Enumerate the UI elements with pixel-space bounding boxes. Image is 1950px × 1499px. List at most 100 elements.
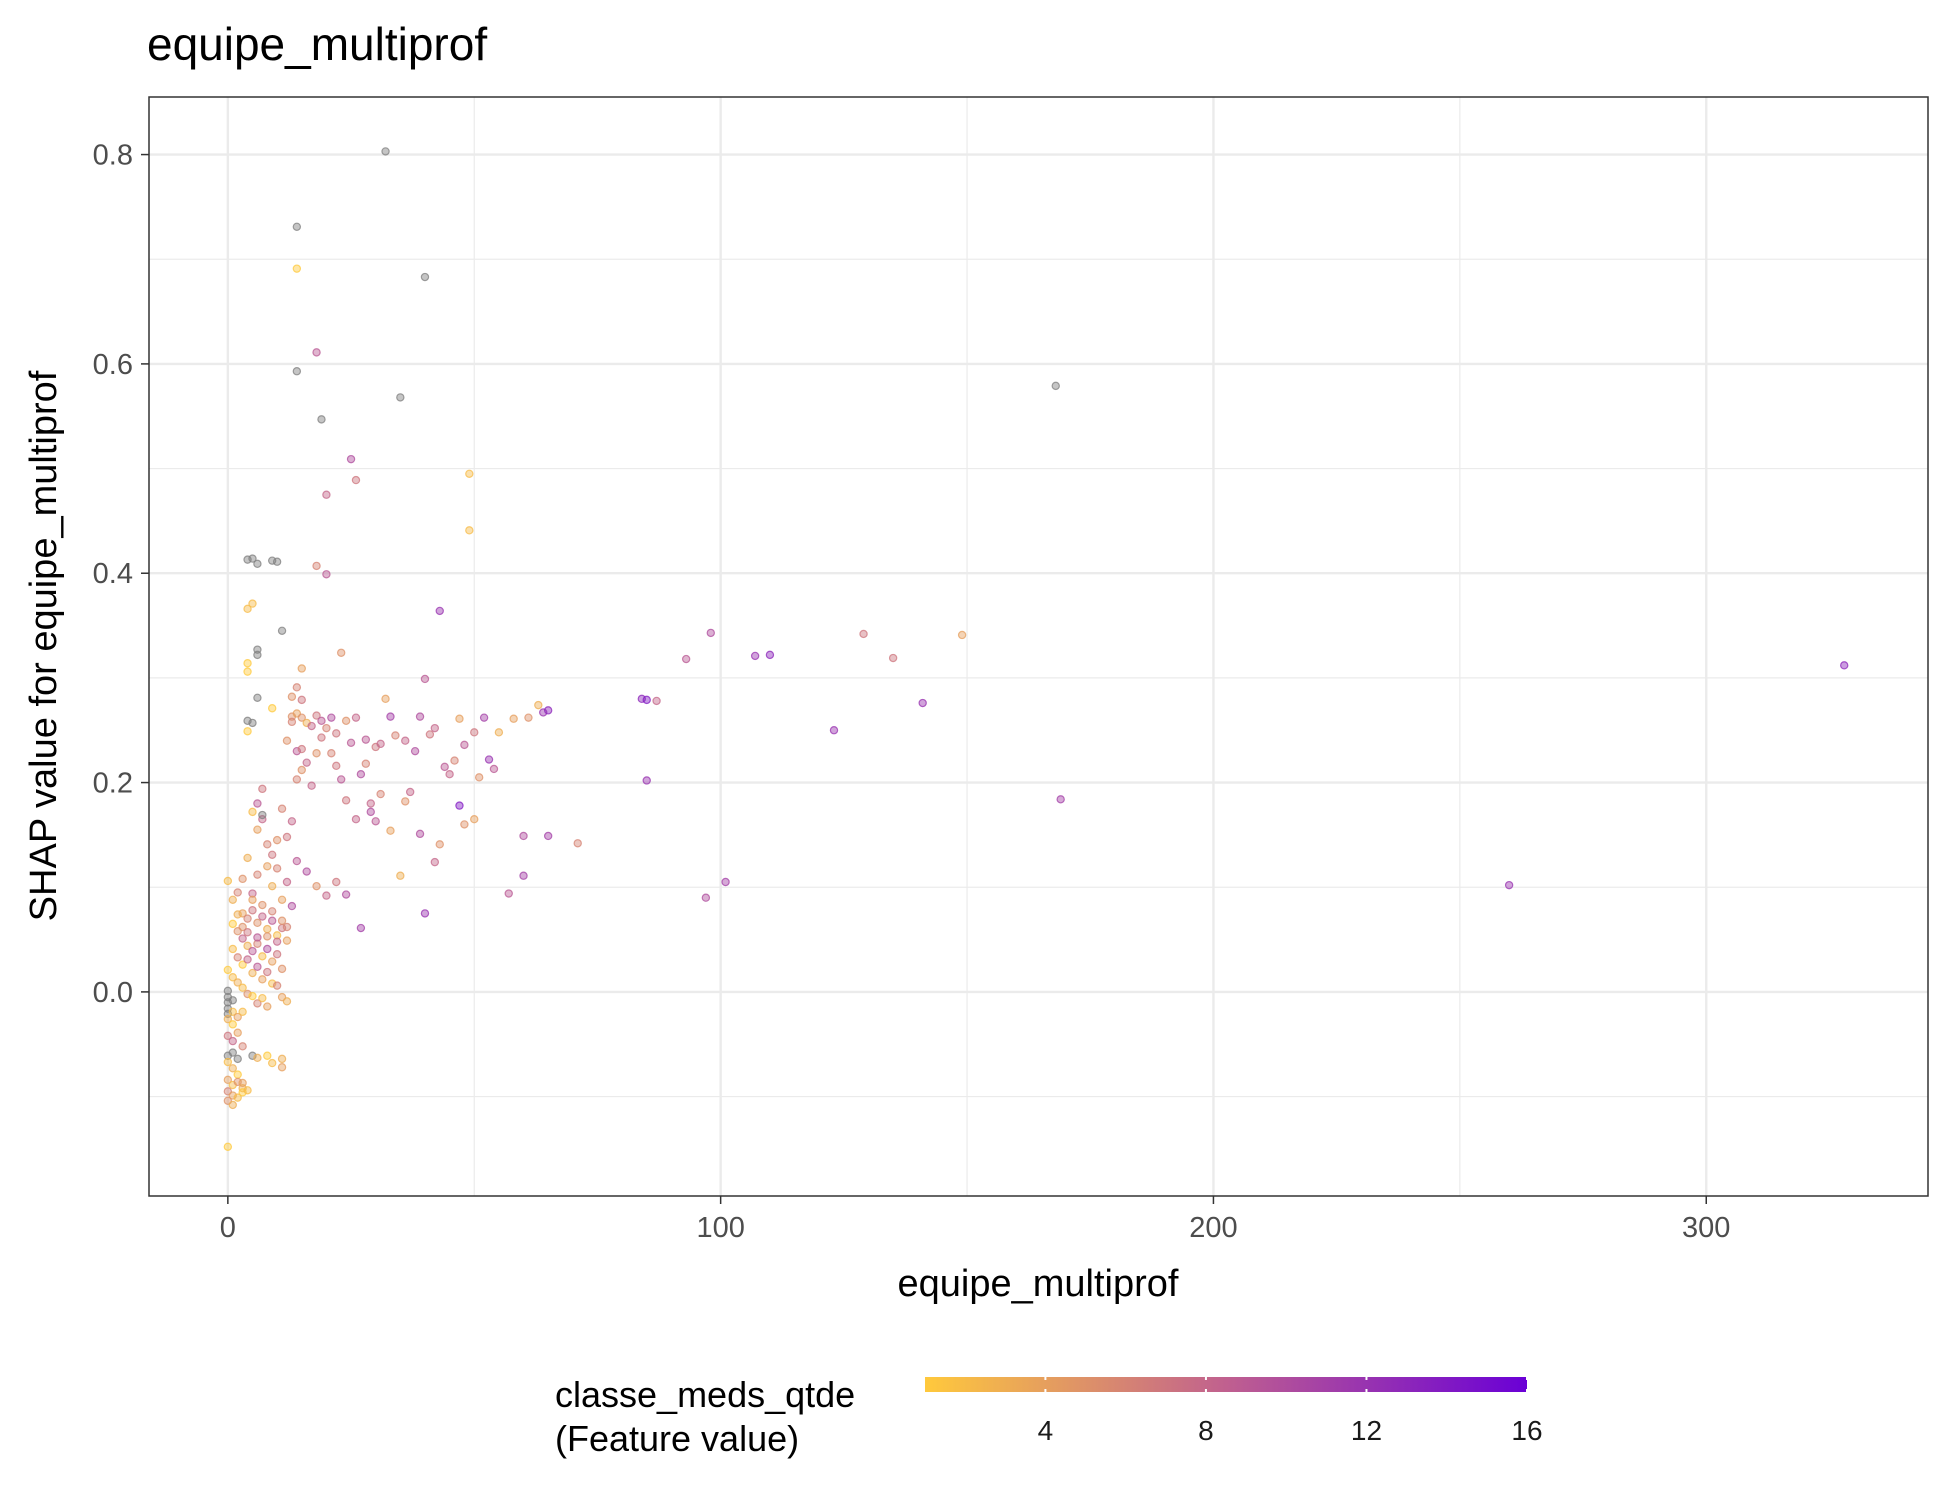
y-axis-title: SHAP value for equipe_multiprof: [23, 370, 65, 921]
data-point: [573, 839, 582, 848]
data-point: [642, 695, 651, 705]
data-point: [272, 950, 282, 959]
data-point: [332, 729, 341, 738]
data-point: [258, 952, 267, 961]
data-point: [430, 723, 440, 733]
x-axis-ticks: 0 100 200 300: [220, 1196, 1730, 1244]
data-point: [223, 1014, 233, 1024]
plot-panel-background: [149, 97, 1928, 1196]
data-point: [272, 835, 282, 845]
plot-panel-border: [148, 96, 1929, 1197]
data-point: [336, 648, 346, 657]
data-point: [277, 1063, 287, 1072]
data-point: [243, 1086, 252, 1095]
data-point: [253, 693, 262, 702]
data-point: [253, 870, 262, 879]
data-point: [248, 895, 257, 904]
data-point: [391, 731, 400, 740]
data-point: [277, 1054, 287, 1064]
legend-title-line2: (Feature value): [555, 1418, 799, 1459]
data-point: [435, 606, 444, 616]
data-point: [248, 906, 257, 915]
legend-title-line1: classe_meds_qtde: [555, 1374, 855, 1415]
data-point: [396, 871, 405, 880]
y-tick-label: 0.4: [93, 558, 133, 590]
legend-tick-label: 8: [1198, 1415, 1214, 1446]
data-point: [272, 937, 282, 946]
data-point: [425, 730, 435, 739]
data-point: [223, 1075, 233, 1085]
data-point: [253, 962, 262, 971]
data-point: [223, 1051, 233, 1060]
data-point: [445, 769, 454, 779]
data-point: [957, 630, 967, 640]
data-point: [460, 740, 469, 750]
data-point: [420, 674, 430, 684]
data-point: [233, 1012, 242, 1022]
chart-title: equipe_multiprof: [147, 18, 487, 70]
data-point: [435, 840, 444, 849]
data-point: [277, 916, 287, 925]
data-point: [228, 1100, 237, 1110]
x-tick-label: 200: [1189, 1212, 1237, 1244]
data-point: [361, 735, 371, 744]
data-point: [267, 1058, 277, 1068]
data-point: [287, 692, 297, 701]
data-point: [233, 1070, 242, 1079]
data-point: [405, 787, 415, 797]
data-point: [243, 928, 252, 937]
data-point: [277, 804, 287, 813]
data-point: [258, 975, 267, 984]
data-point: [243, 667, 252, 676]
data-point: [263, 967, 272, 977]
data-point: [287, 717, 297, 727]
data-point: [322, 490, 331, 499]
data-point: [267, 704, 277, 713]
data-point: [307, 721, 316, 731]
data-point: [263, 1002, 272, 1011]
data-point: [228, 1007, 237, 1016]
data-point: [248, 718, 257, 728]
data-point: [351, 815, 361, 824]
data-point: [465, 526, 474, 535]
data-point: [228, 1036, 237, 1046]
data-point: [233, 888, 242, 897]
data-point: [233, 953, 242, 962]
data-point: [1051, 381, 1060, 391]
data-point: [1056, 795, 1065, 804]
data-point: [263, 944, 272, 954]
data-point: [243, 955, 252, 964]
data-point: [307, 781, 316, 790]
data-point: [534, 700, 543, 710]
data-point: [253, 799, 262, 808]
data-point: [272, 864, 282, 873]
data-point: [267, 957, 277, 966]
data-point: [297, 713, 306, 722]
data-point: [681, 654, 691, 664]
data-point: [277, 964, 287, 974]
data-point: [248, 946, 257, 956]
data-point: [504, 889, 513, 898]
data-point: [253, 939, 262, 948]
data-point: [341, 716, 351, 726]
data-point: [489, 764, 499, 774]
data-point: [267, 881, 277, 891]
x-tick-label: 0: [220, 1212, 236, 1244]
data-point: [371, 817, 380, 826]
legend-tick-label: 4: [1038, 1415, 1054, 1446]
data-point: [312, 749, 321, 758]
scatter-points: [223, 147, 1849, 1152]
data-point: [248, 889, 257, 898]
data-point: [263, 840, 272, 849]
data-point: [376, 789, 385, 799]
data-point: [543, 706, 553, 715]
data-point: [238, 1042, 247, 1051]
data-point: [519, 871, 528, 880]
data-point: [233, 910, 242, 919]
legend-ticks: 4 8 12 16: [1038, 1377, 1543, 1446]
data-point: [292, 775, 302, 784]
data-point: [302, 867, 311, 876]
data-point: [287, 901, 297, 911]
minor-gridlines: [149, 97, 1928, 1196]
data-point: [450, 756, 459, 765]
